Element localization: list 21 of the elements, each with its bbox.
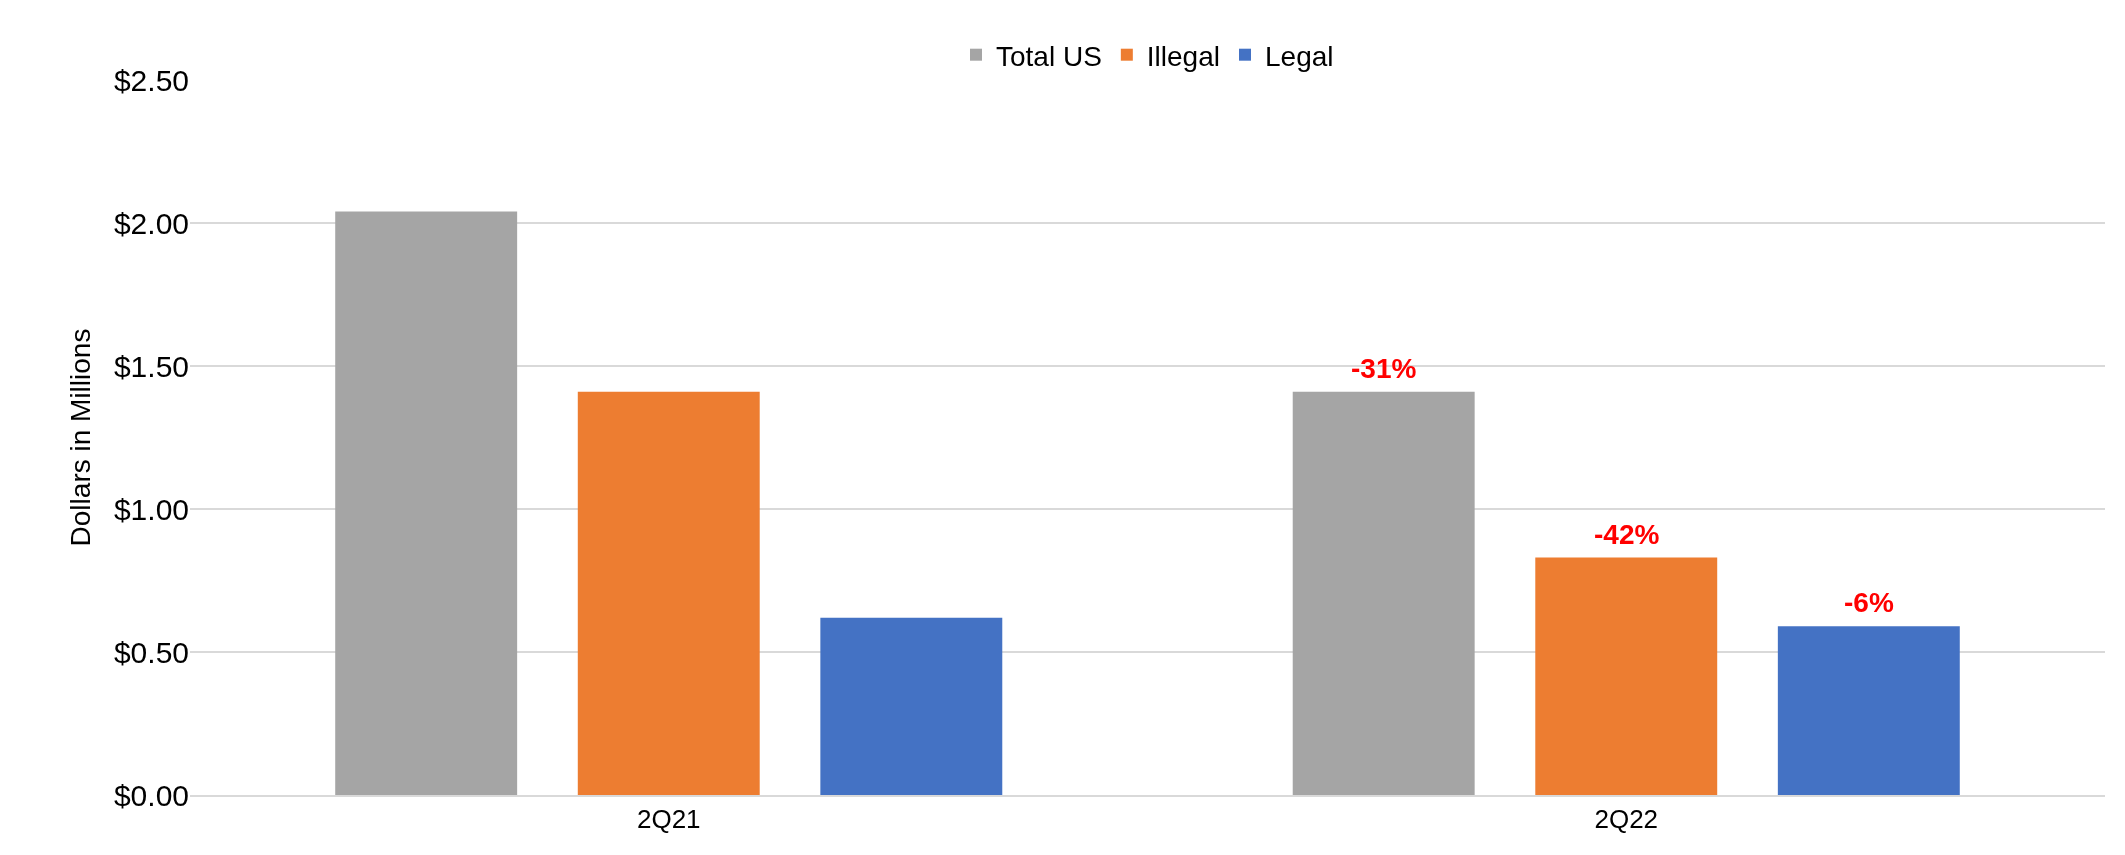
bar xyxy=(820,617,1003,795)
y-tick-label: $1.50 xyxy=(113,349,189,383)
y-tick-label: $0.00 xyxy=(113,778,189,812)
y-axis-title: Dollars in Millions xyxy=(64,328,96,547)
x-tick-label: 2Q22 xyxy=(1594,804,1659,835)
legend-label: Total US xyxy=(996,40,1102,72)
bar xyxy=(577,391,760,795)
bar xyxy=(1535,557,1718,795)
y-tick-label: $2.00 xyxy=(113,206,189,240)
legend-label: Illegal xyxy=(1146,40,1220,72)
bar xyxy=(1292,391,1475,795)
annotation: -42% xyxy=(1594,519,1660,550)
legend-label: Legal xyxy=(1265,40,1334,72)
bar xyxy=(335,211,518,795)
y-tick-label: $1.00 xyxy=(113,492,189,526)
annotation: -31% xyxy=(1351,353,1417,384)
annotation: -6% xyxy=(1844,587,1894,618)
x-tick-label: 2Q21 xyxy=(636,804,701,835)
y-tick-label: $0.50 xyxy=(113,635,189,669)
y-tick-label: $2.50 xyxy=(113,63,189,97)
bar xyxy=(1777,626,1960,795)
